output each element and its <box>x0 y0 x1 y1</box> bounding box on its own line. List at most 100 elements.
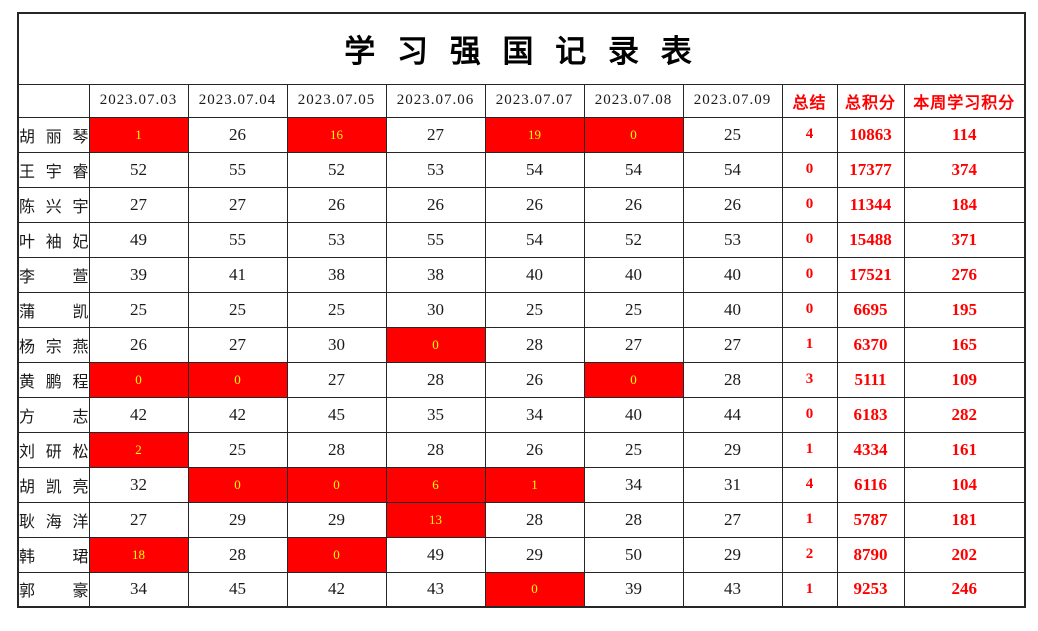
total-points-cell[interactable]: 17521 <box>836 256 905 293</box>
day-score-cell[interactable]: 0 <box>484 571 585 608</box>
date-column-header[interactable]: 2023.07.06 <box>385 83 486 118</box>
day-score-cell[interactable]: 42 <box>88 396 189 433</box>
day-score-cell[interactable]: 29 <box>682 431 783 468</box>
student-name-cell[interactable]: 蒲 凯 <box>17 291 90 328</box>
day-score-cell[interactable]: 0 <box>286 466 387 503</box>
day-score-cell[interactable]: 28 <box>187 536 288 573</box>
day-score-cell[interactable]: 28 <box>484 326 585 363</box>
student-name-cell[interactable]: 胡丽琴 <box>17 116 90 153</box>
day-score-cell[interactable]: 27 <box>286 361 387 398</box>
student-name-cell[interactable]: 郭 豪 <box>17 571 90 608</box>
student-name-cell[interactable]: 刘研松 <box>17 431 90 468</box>
day-score-cell[interactable]: 29 <box>682 536 783 573</box>
total-points-cell[interactable]: 11344 <box>836 186 905 223</box>
day-score-cell[interactable]: 26 <box>187 116 288 153</box>
day-score-cell[interactable]: 27 <box>682 326 783 363</box>
total-points-cell[interactable]: 5787 <box>836 501 905 538</box>
week-points-cell[interactable]: 374 <box>903 151 1026 188</box>
day-score-cell[interactable]: 40 <box>583 256 684 293</box>
total-points-cell[interactable]: 6183 <box>836 396 905 433</box>
day-score-cell[interactable]: 41 <box>187 256 288 293</box>
summary-count-cell[interactable]: 1 <box>781 431 838 468</box>
day-score-cell[interactable]: 35 <box>385 396 486 433</box>
day-score-cell[interactable]: 0 <box>385 326 486 363</box>
day-score-cell[interactable]: 26 <box>385 186 486 223</box>
day-score-cell[interactable]: 0 <box>187 466 288 503</box>
day-score-cell[interactable]: 31 <box>682 466 783 503</box>
day-score-cell[interactable]: 25 <box>484 291 585 328</box>
day-score-cell[interactable]: 18 <box>88 536 189 573</box>
day-score-cell[interactable]: 34 <box>484 396 585 433</box>
summary-count-cell[interactable]: 0 <box>781 186 838 223</box>
day-score-cell[interactable]: 52 <box>286 151 387 188</box>
day-score-cell[interactable]: 19 <box>484 116 585 153</box>
week-points-cell[interactable]: 181 <box>903 501 1026 538</box>
day-score-cell[interactable]: 43 <box>682 571 783 608</box>
week-points-cell[interactable]: 246 <box>903 571 1026 608</box>
day-score-cell[interactable]: 25 <box>187 431 288 468</box>
day-score-cell[interactable]: 54 <box>583 151 684 188</box>
day-score-cell[interactable]: 26 <box>484 361 585 398</box>
day-score-cell[interactable]: 25 <box>286 291 387 328</box>
day-score-cell[interactable]: 0 <box>286 536 387 573</box>
total-points-column-header[interactable]: 总积分 <box>836 83 905 118</box>
day-score-cell[interactable]: 42 <box>286 571 387 608</box>
summary-count-cell[interactable]: 3 <box>781 361 838 398</box>
summary-count-cell[interactable]: 1 <box>781 326 838 363</box>
summary-count-cell[interactable]: 2 <box>781 536 838 573</box>
day-score-cell[interactable]: 25 <box>682 116 783 153</box>
summary-count-cell[interactable]: 0 <box>781 221 838 258</box>
total-points-cell[interactable]: 17377 <box>836 151 905 188</box>
day-score-cell[interactable]: 0 <box>88 361 189 398</box>
total-points-cell[interactable]: 4334 <box>836 431 905 468</box>
day-score-cell[interactable]: 28 <box>484 501 585 538</box>
week-points-cell[interactable]: 202 <box>903 536 1026 573</box>
week-points-cell[interactable]: 114 <box>903 116 1026 153</box>
student-name-cell[interactable]: 杨宗燕 <box>17 326 90 363</box>
day-score-cell[interactable]: 0 <box>583 116 684 153</box>
total-points-cell[interactable]: 6695 <box>836 291 905 328</box>
day-score-cell[interactable]: 39 <box>88 256 189 293</box>
day-score-cell[interactable]: 28 <box>385 431 486 468</box>
day-score-cell[interactable]: 25 <box>187 291 288 328</box>
day-score-cell[interactable]: 27 <box>187 186 288 223</box>
date-column-header[interactable]: 2023.07.09 <box>682 83 783 118</box>
week-points-cell[interactable]: 165 <box>903 326 1026 363</box>
day-score-cell[interactable]: 27 <box>187 326 288 363</box>
day-score-cell[interactable]: 53 <box>682 221 783 258</box>
day-score-cell[interactable]: 0 <box>187 361 288 398</box>
summary-count-cell[interactable]: 0 <box>781 256 838 293</box>
total-points-cell[interactable]: 6116 <box>836 466 905 503</box>
summary-count-cell[interactable]: 1 <box>781 501 838 538</box>
day-score-cell[interactable]: 40 <box>682 291 783 328</box>
day-score-cell[interactable]: 26 <box>682 186 783 223</box>
day-score-cell[interactable]: 40 <box>484 256 585 293</box>
day-score-cell[interactable]: 26 <box>484 186 585 223</box>
day-score-cell[interactable]: 38 <box>385 256 486 293</box>
date-column-header[interactable]: 2023.07.07 <box>484 83 585 118</box>
day-score-cell[interactable]: 34 <box>88 571 189 608</box>
day-score-cell[interactable]: 1 <box>88 116 189 153</box>
day-score-cell[interactable]: 25 <box>88 291 189 328</box>
day-score-cell[interactable]: 55 <box>385 221 486 258</box>
day-score-cell[interactable]: 26 <box>88 326 189 363</box>
day-score-cell[interactable]: 27 <box>385 116 486 153</box>
day-score-cell[interactable]: 53 <box>286 221 387 258</box>
total-points-cell[interactable]: 10863 <box>836 116 905 153</box>
student-name-cell[interactable]: 李 萱 <box>17 256 90 293</box>
day-score-cell[interactable]: 53 <box>385 151 486 188</box>
student-name-cell[interactable]: 方 志 <box>17 396 90 433</box>
day-score-cell[interactable]: 29 <box>187 501 288 538</box>
week-points-cell[interactable]: 282 <box>903 396 1026 433</box>
student-name-cell[interactable]: 耿海洋 <box>17 501 90 538</box>
day-score-cell[interactable]: 38 <box>286 256 387 293</box>
student-name-cell[interactable]: 黄鹏程 <box>17 361 90 398</box>
day-score-cell[interactable]: 28 <box>286 431 387 468</box>
student-name-cell[interactable]: 胡凯亮 <box>17 466 90 503</box>
day-score-cell[interactable]: 26 <box>583 186 684 223</box>
day-score-cell[interactable]: 39 <box>583 571 684 608</box>
day-score-cell[interactable]: 27 <box>583 326 684 363</box>
day-score-cell[interactable]: 44 <box>682 396 783 433</box>
day-score-cell[interactable]: 28 <box>682 361 783 398</box>
date-column-header[interactable]: 2023.07.03 <box>88 83 189 118</box>
